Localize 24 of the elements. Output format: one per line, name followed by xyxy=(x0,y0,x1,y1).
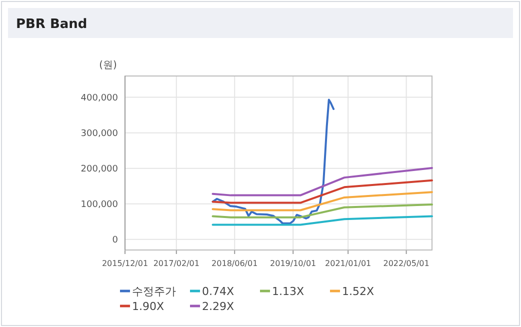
legend-label: 1.90X xyxy=(132,300,164,313)
y-tick-label: 0 xyxy=(112,235,118,246)
y-tick-label: 400,000 xyxy=(80,93,118,104)
y-tick-label: 100,000 xyxy=(80,200,118,210)
legend-label: 수정주가 xyxy=(132,285,176,298)
legend-label: 0.74X xyxy=(202,285,234,298)
line-series xyxy=(212,191,433,212)
legend-label: 1.52X xyxy=(342,285,374,298)
x-tick-label: 2017/02/01 xyxy=(153,259,200,268)
x-tick-label: 2015/12/01 xyxy=(102,259,148,268)
y-axis-title: (원) xyxy=(99,60,117,71)
chart-title: PBR Band xyxy=(16,17,88,32)
line-series xyxy=(212,98,335,224)
y-tick-label: 200,000 xyxy=(80,164,118,174)
legend-label: 1.13X xyxy=(272,285,304,298)
x-tick-label: 2021/01/01 xyxy=(325,259,372,268)
y-tick-label: 300,000 xyxy=(80,128,118,139)
line-series xyxy=(212,204,433,218)
x-tick-label: 2018/06/01 xyxy=(212,259,258,268)
line-series xyxy=(212,179,433,204)
legend-label: 2.29X xyxy=(202,300,234,313)
x-tick-label: 2019/10/01 xyxy=(270,259,316,268)
x-tick-label: 2022/05/01 xyxy=(383,259,430,268)
line-series xyxy=(212,166,433,196)
